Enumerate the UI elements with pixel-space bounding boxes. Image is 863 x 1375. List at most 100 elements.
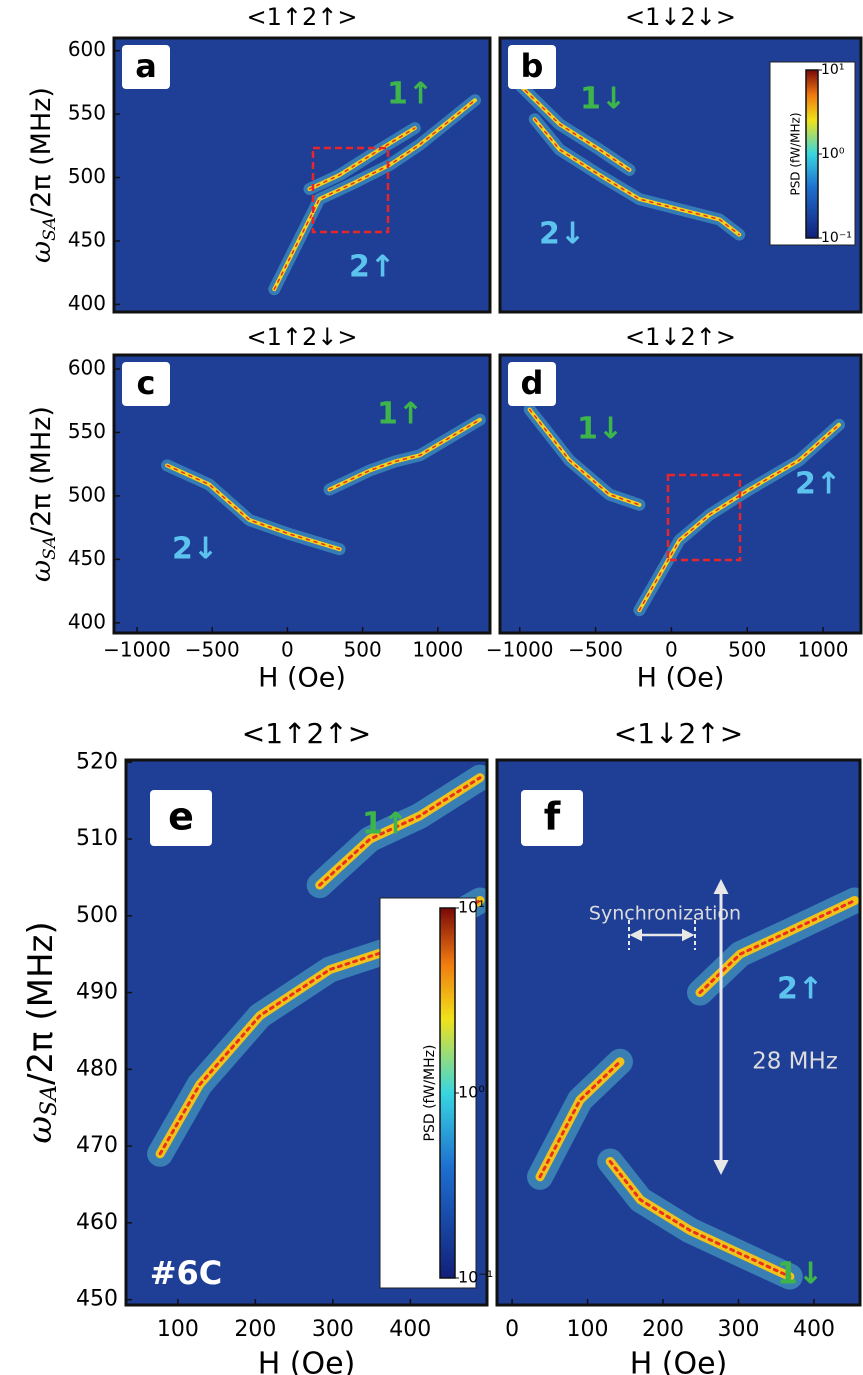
x-tick-label: 0 xyxy=(505,1317,519,1342)
panel-title: <1↑2↑> xyxy=(242,717,371,750)
x-axis-label: H (Oe) xyxy=(258,1347,356,1375)
colorbar-tick-label: 10¹ xyxy=(821,62,844,78)
traces xyxy=(523,403,845,617)
x-tick-label: 500 xyxy=(728,638,766,662)
y-label-symbol: ω xyxy=(26,241,57,263)
panel-title: <1↑2↑> xyxy=(247,3,358,31)
annotation: 1↑ xyxy=(362,807,408,842)
annotation: 2↑ xyxy=(795,467,841,502)
y-tick-label: 450 xyxy=(68,227,106,251)
plot-frame xyxy=(495,758,862,1307)
y-tick-label: 470 xyxy=(76,1133,118,1158)
colorbar-tick-label: 10⁰ xyxy=(821,146,845,162)
y-axis-label: ωSA/2π (MHz) xyxy=(26,87,60,263)
y-tick-label: 550 xyxy=(68,419,106,443)
traces xyxy=(161,413,486,556)
panel-letter: f xyxy=(544,795,561,839)
panel-title: <1↓2↓> xyxy=(625,3,736,31)
trace-core xyxy=(328,418,481,491)
panel-letter-bg xyxy=(150,790,212,846)
plot-area xyxy=(495,758,862,1307)
panel-letter-bg xyxy=(122,362,170,406)
plot-area xyxy=(112,353,492,635)
x-tick-label: 1000 xyxy=(798,638,849,662)
x-tick-label: −1000 xyxy=(486,638,554,662)
trace-core xyxy=(166,464,341,550)
panel-letter-bg xyxy=(521,790,583,846)
colorbar-box xyxy=(379,897,477,1289)
panel-letter-bg xyxy=(122,45,170,89)
x-tick-label: −1000 xyxy=(103,638,171,662)
plot-frame xyxy=(112,36,492,314)
trace-core xyxy=(533,118,740,236)
plot-area xyxy=(498,353,863,635)
annotation: 1↓ xyxy=(580,82,626,117)
trace-core xyxy=(318,776,482,887)
y-tick-label: 600 xyxy=(68,37,106,61)
colorbar-tick-label: 10⁻¹ xyxy=(458,1268,493,1287)
trace-core xyxy=(608,1160,792,1279)
y-tick-label: 450 xyxy=(76,1287,118,1312)
y-tick-label: 500 xyxy=(68,482,106,506)
plot-area xyxy=(112,36,492,314)
colorbar-label: PSD (fW/MHz) xyxy=(789,112,803,195)
annotation: 1↓ xyxy=(577,412,623,447)
x-tick-label: 1000 xyxy=(412,638,463,662)
x-axis-label: H (Oe) xyxy=(637,663,725,694)
y-tick-label: 490 xyxy=(76,980,118,1005)
y-label-rest: /2π (MHz) xyxy=(21,921,61,1085)
colorbar-tick-label: 10⁰ xyxy=(458,1083,485,1102)
y-label-subscript: SA xyxy=(40,217,60,241)
annotation: 2↓ xyxy=(539,217,585,252)
y-tick-label: 600 xyxy=(68,355,106,379)
y-tick-label: 400 xyxy=(68,291,106,315)
x-tick-label: −500 xyxy=(185,638,240,662)
annotation: 1↑ xyxy=(387,77,433,112)
panel-title: <1↓2↑> xyxy=(625,323,736,351)
trace-core xyxy=(528,408,641,506)
x-tick-label: −500 xyxy=(568,638,623,662)
x-axis-label: H (Oe) xyxy=(630,1347,728,1375)
colorbar-label: PSD (fW/MHz) xyxy=(422,1045,438,1142)
trace-core xyxy=(308,127,416,190)
y-label-symbol: ω xyxy=(26,560,57,582)
y-tick-label: 520 xyxy=(76,749,118,774)
colorbar xyxy=(439,907,456,1279)
y-tick-label: 500 xyxy=(76,903,118,928)
y-axis-label: ωSA/2π (MHz) xyxy=(20,921,62,1143)
x-tick-label: 300 xyxy=(312,1317,354,1342)
annotation: 28 MHz xyxy=(752,1049,838,1075)
annotation: 1↓ xyxy=(777,1257,823,1292)
traces xyxy=(268,94,481,296)
x-tick-label: 300 xyxy=(717,1317,759,1342)
annotation: #6C xyxy=(150,1254,223,1292)
y-tick-label: 400 xyxy=(68,609,106,633)
panel-letter: d xyxy=(521,364,544,402)
panel-title: <1↓2↑> xyxy=(614,717,743,750)
panel-letter: b xyxy=(521,47,544,85)
trace-core xyxy=(538,1060,622,1179)
zoom-box xyxy=(666,473,742,562)
zoom-box xyxy=(311,146,390,234)
y-label-symbol: ω xyxy=(20,1116,60,1144)
y-tick-label: 510 xyxy=(76,826,118,851)
x-axis-label: H (Oe) xyxy=(258,663,346,694)
panel-letter: e xyxy=(168,795,194,839)
plot-frame xyxy=(498,353,863,635)
x-tick-label: 400 xyxy=(389,1317,431,1342)
panel-letter-bg xyxy=(508,362,556,406)
x-tick-label: 200 xyxy=(642,1317,684,1342)
x-tick-label: 200 xyxy=(234,1317,276,1342)
x-tick-label: 500 xyxy=(344,638,382,662)
trace-core xyxy=(518,84,631,171)
y-label-subscript: SA xyxy=(37,1085,62,1116)
y-tick-label: 450 xyxy=(68,546,106,570)
y-tick-label: 480 xyxy=(76,1056,118,1081)
traces xyxy=(513,78,746,241)
annotation: Synchronization xyxy=(589,903,741,925)
x-tick-label: 400 xyxy=(793,1317,835,1342)
colorbar-tick-label: 10¹ xyxy=(458,898,485,917)
panel-title: <1↑2↓> xyxy=(247,323,358,351)
